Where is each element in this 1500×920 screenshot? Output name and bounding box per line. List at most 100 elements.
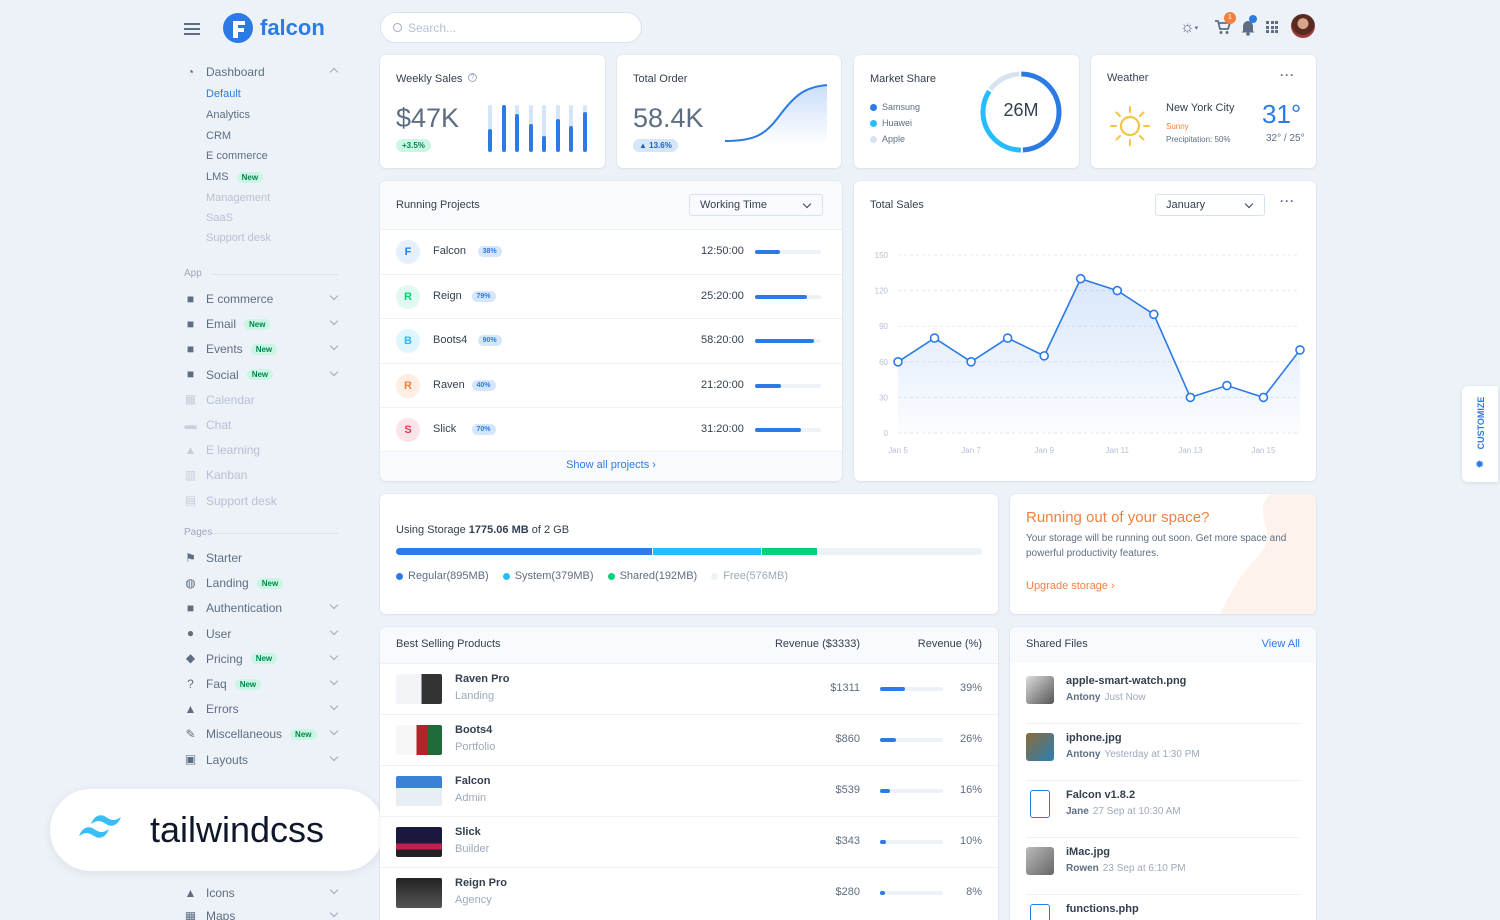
file-row[interactable]: apple-smart-watch.png Antony Just Now [1026, 667, 1300, 724]
product-row[interactable]: Falcon Admin $539 16% [380, 765, 998, 816]
sales-point[interactable] [1295, 345, 1305, 355]
more-options-icon[interactable]: ··· [1280, 68, 1295, 82]
project-row[interactable]: R Reign 79% 25:20:00 [380, 273, 842, 318]
file-name[interactable]: Falcon v1.8.2 [1066, 789, 1136, 801]
sidebar-item-starter[interactable]: ⚑ Starter [185, 550, 243, 565]
product-name[interactable]: Raven Pro [455, 673, 510, 685]
sidebar-item-user[interactable]: ● User [184, 624, 339, 644]
menu-toggle-icon[interactable] [184, 23, 200, 35]
sales-point[interactable] [893, 357, 903, 367]
project-row[interactable]: B Boots4 90% 58:20:00 [380, 318, 842, 362]
revenue-progress [880, 687, 943, 691]
sidebar-sub-analytics[interactable]: Analytics [206, 109, 251, 121]
file-row[interactable]: functions.php [1026, 895, 1300, 920]
sales-point[interactable] [929, 333, 940, 343]
file-name[interactable]: iMac.jpg [1066, 846, 1111, 858]
project-name[interactable]: Raven [433, 378, 465, 391]
cart-icon[interactable]: 1 [1214, 12, 1236, 36]
brand-logo[interactable]: falcon [222, 12, 325, 44]
product-row[interactable]: Slick Builder $343 10% [380, 816, 998, 867]
working-time-select[interactable]: Working Time [689, 194, 823, 216]
product-name[interactable]: Falcon [455, 775, 491, 787]
apps-grid-icon[interactable] [1266, 21, 1278, 33]
sidebar-item-support-desk[interactable]: ▤ Support desk [184, 493, 277, 508]
sidebar-item-kanban[interactable]: ▥ Kanban [184, 467, 248, 483]
sidebar-item-events[interactable]: ■ Events New [184, 339, 339, 359]
x-tick-label: Jan 7 [961, 446, 981, 455]
product-name[interactable]: Reign Pro [455, 877, 507, 889]
file-row[interactable]: Falcon v1.8.2 Jane 27 Sep at 10:30 AM [1026, 781, 1300, 838]
legend-dot [870, 135, 877, 143]
sidebar-item-dashboard[interactable]: ◔ Dashboard [184, 62, 339, 82]
sales-point[interactable] [1075, 273, 1086, 284]
file-name[interactable]: iphone.jpg [1066, 732, 1122, 744]
project-name[interactable]: Reign [433, 289, 462, 302]
more-options-icon[interactable]: ··· [1280, 194, 1295, 208]
running-projects-card: Running Projects Working Time F Falcon 38%… [380, 181, 842, 481]
project-avatar: R [396, 373, 420, 398]
sidebar-item-authentication[interactable]: ■ Authentication [184, 598, 339, 618]
project-row[interactable]: F Falcon 38% 12:50:00 [380, 229, 842, 273]
sidebar-item-errors[interactable]: ▲ Errors [184, 699, 339, 719]
sidebar-item-calendar[interactable]: ▦ Calendar [184, 392, 255, 407]
project-name[interactable]: Slick [433, 423, 457, 436]
sidebar-item-chat[interactable]: ▬ Chat [184, 417, 232, 432]
sales-point[interactable] [1149, 309, 1159, 320]
product-row[interactable]: Boots4 Portfolio $860 26% [380, 714, 998, 765]
sidebar-sub-ecommerce[interactable]: E commerce [206, 150, 268, 162]
customize-tab[interactable]: CUSTOMIZE ✹ [1462, 386, 1498, 482]
file-row[interactable]: iphone.jpg Antony Yesterday at 1:30 PM [1026, 724, 1300, 781]
month-select[interactable]: January [1155, 194, 1265, 216]
sidebar-sub-default[interactable]: Default [206, 88, 241, 100]
sidebar-item-icons[interactable]: ▲ Icons [184, 883, 339, 903]
product-row[interactable]: Reign Pro Agency $280 8% [380, 867, 998, 918]
project-name[interactable]: Falcon [433, 245, 467, 257]
upgrade-storage-card: Running out of your space? Your storage … [1010, 494, 1316, 614]
sidebar-item-maps[interactable]: ▦ Maps [184, 906, 339, 920]
sidebar-item-e-learning[interactable]: ▲ E learning [184, 442, 261, 458]
sidebar-item-e-commerce[interactable]: ■ E commerce [184, 289, 339, 309]
product-name[interactable]: Boots4 [455, 724, 493, 736]
sidebar-item-landing[interactable]: ◍ Landing New [184, 573, 339, 593]
sales-point[interactable] [966, 357, 976, 367]
project-name[interactable]: Boots4 [433, 334, 468, 347]
sidebar-item-miscellaneous[interactable]: ✎ Miscellaneous New [184, 724, 339, 744]
notification-bell-icon[interactable] [1240, 15, 1257, 36]
avatar[interactable] [1291, 14, 1315, 38]
sidebar-sub-saas[interactable]: SaaS [206, 212, 233, 224]
project-row[interactable]: R Raven 40% 21:20:00 [380, 362, 842, 407]
sales-point[interactable] [1002, 333, 1013, 343]
sidebar-item-layouts[interactable]: ▣ Layouts [184, 750, 339, 770]
sidebar-item-pricing[interactable]: ◆ Pricing New [184, 649, 339, 669]
project-percent-badge: 79% [471, 290, 496, 302]
sales-point[interactable] [1039, 351, 1049, 361]
file-meta: Antony Just Now [1066, 692, 1146, 703]
sidebar-item-email[interactable]: ■ Email New [184, 314, 339, 334]
view-all-link[interactable]: View All [1261, 638, 1300, 650]
sidebar-item-social[interactable]: ■ Social New [184, 365, 339, 385]
show-all-projects-link[interactable]: Show all projects › [566, 459, 656, 471]
sales-point[interactable] [1258, 392, 1269, 403]
search-box[interactable]: Search... [380, 12, 642, 43]
product-revenue: $280 [835, 886, 860, 898]
sidebar-sub-management[interactable]: Management [206, 192, 271, 204]
sidebar-item-faq[interactable]: ? Faq New [184, 674, 339, 694]
search-input[interactable]: Search... [408, 20, 457, 35]
product-row[interactable]: Raven Pro Landing $1311 39% [380, 663, 998, 714]
project-row[interactable]: S Slick 70% 31:20:00 [380, 407, 842, 451]
sidebar-sub-crm[interactable]: CRM [206, 130, 232, 142]
ticket-icon: ▤ [184, 493, 197, 508]
sidebar-sub-support-desk[interactable]: Support desk [206, 232, 271, 244]
legend-item-huawei: Huawei [870, 115, 920, 131]
storage-label: Using Storage 1775.06 MB of 2 GB [396, 524, 570, 536]
sales-point[interactable] [1112, 285, 1123, 296]
upgrade-storage-link[interactable]: Upgrade storage › [1026, 580, 1115, 592]
sales-point[interactable] [1222, 380, 1232, 391]
sales-point[interactable] [1185, 392, 1196, 403]
file-row[interactable]: iMac.jpg Rowen 23 Sep at 6:10 PM [1026, 838, 1300, 895]
sidebar-sub-lms[interactable]: LMS New [206, 171, 264, 183]
file-name[interactable]: functions.php [1066, 903, 1139, 915]
product-name[interactable]: Slick [455, 826, 481, 838]
file-name[interactable]: apple-smart-watch.png [1066, 675, 1187, 687]
theme-toggle-icon[interactable]: ☼▾ [1180, 19, 1199, 36]
